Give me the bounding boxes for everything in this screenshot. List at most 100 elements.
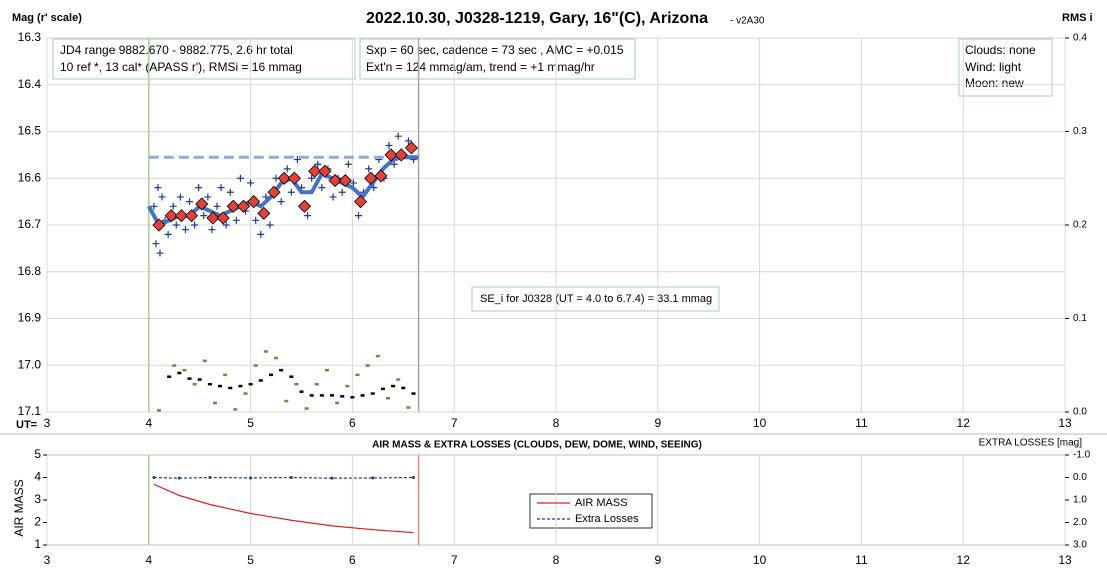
measurement xyxy=(308,174,316,182)
y2-tick-label: 0.4 xyxy=(1073,33,1087,44)
binned-mean xyxy=(174,209,188,223)
rms-point xyxy=(218,384,223,388)
rms-point xyxy=(289,375,294,378)
annotation: Moon: new xyxy=(965,76,1024,90)
rms-point xyxy=(365,364,370,367)
measurement xyxy=(200,212,208,220)
y-tick-label: 16.8 xyxy=(18,264,42,278)
legend-label: Extra Losses xyxy=(575,513,639,525)
x-tick-label: 9 xyxy=(654,553,661,567)
rms-point xyxy=(391,384,396,388)
rms-point xyxy=(187,377,192,380)
binned-mean xyxy=(267,185,281,199)
point xyxy=(152,476,156,479)
binned-mean xyxy=(318,164,332,178)
x-tick-label: 10 xyxy=(753,553,767,567)
rms-point xyxy=(411,392,416,395)
rms-point xyxy=(279,368,284,372)
y2-tick-label: 0.0 xyxy=(1073,407,1087,418)
rms-point xyxy=(355,373,360,377)
x-tick-label: 7 xyxy=(451,416,458,430)
annotation: JD4 range 9882.670 - 9882.775, 2.6 hr to… xyxy=(60,43,293,57)
y2-tick-label: 0.3 xyxy=(1073,126,1087,137)
annotation: Clouds: none xyxy=(965,43,1036,57)
y-tick-label: 17.1 xyxy=(18,404,42,418)
measurement xyxy=(213,202,221,210)
binned-mean xyxy=(404,141,419,155)
y2-tick-label: 0.2 xyxy=(1073,220,1087,231)
rms-point xyxy=(335,401,340,405)
measurement xyxy=(176,193,184,201)
rms-point xyxy=(268,373,273,377)
point xyxy=(371,476,375,480)
measurement xyxy=(181,226,189,234)
x-tick-label: 11 xyxy=(855,553,868,567)
rms-point xyxy=(375,354,380,358)
rms-point xyxy=(274,356,279,360)
x-tick-label: 8 xyxy=(553,416,560,430)
measurement xyxy=(186,198,194,206)
binned-mean xyxy=(236,199,251,213)
measurement xyxy=(222,221,230,229)
measurement xyxy=(318,184,326,192)
y-tick-label: 16.9 xyxy=(18,311,42,325)
annotation-box xyxy=(471,286,720,312)
rms-point xyxy=(172,364,177,367)
measurement xyxy=(154,184,162,192)
x-tick-label: 6 xyxy=(349,553,356,567)
y-tick-label: 5 xyxy=(34,447,41,461)
chart-title: 2022.10.30, J0328-1219, Gary, 16"(C), Ar… xyxy=(366,10,708,27)
measurement xyxy=(247,179,255,187)
x-tick-label: 10 xyxy=(753,416,767,430)
measurement xyxy=(287,188,295,196)
binned-mean xyxy=(164,209,178,223)
annotation: Wind: light xyxy=(965,60,1022,74)
binned-mean xyxy=(226,199,240,213)
y-tick-label: 16.3 xyxy=(18,30,42,44)
rms-point xyxy=(182,368,187,372)
chart-title: AIR MASS & EXTRA LOSSES (CLOUDS, DEW, DO… xyxy=(372,440,702,451)
rms-point xyxy=(258,379,263,382)
x-tick-label: 6 xyxy=(349,416,356,430)
measurement xyxy=(204,193,212,201)
y-tick-label: 16.6 xyxy=(18,170,42,184)
annotation: 10 ref *, 13 cal* (APASS r'), RMSi = 16 … xyxy=(60,60,302,74)
binned-mean xyxy=(297,199,312,213)
x-tick-label: 3 xyxy=(44,416,51,430)
annotation: SE_i for J0328 (UT = 4.0 to 6.7.4) = 33.… xyxy=(480,293,712,305)
legend xyxy=(529,493,653,529)
rms-point xyxy=(167,375,172,378)
measurement xyxy=(156,249,164,257)
rms-point xyxy=(406,406,411,409)
binned-mean xyxy=(384,148,398,162)
rms-point xyxy=(284,399,289,403)
x-tick-label: 9 xyxy=(654,416,661,430)
rms-point xyxy=(345,384,350,388)
measurement xyxy=(349,179,357,187)
measurement xyxy=(314,160,322,168)
measurement xyxy=(329,193,337,201)
measurement xyxy=(158,193,166,201)
measurement xyxy=(226,188,234,196)
y-tick-label: 16.5 xyxy=(18,124,42,138)
annotation-box xyxy=(52,38,356,80)
series-line xyxy=(153,476,414,479)
x-tick-label: 13 xyxy=(1058,553,1072,567)
x-tick-label: 13 xyxy=(1058,416,1072,430)
rms-point xyxy=(207,382,212,386)
x-axis-label: UT= xyxy=(16,419,37,431)
rms-point xyxy=(370,392,375,395)
y2-tick-label: -1.0 xyxy=(1073,450,1091,461)
measurement xyxy=(164,230,172,238)
x-tick-label: 8 xyxy=(553,553,560,567)
binned-mean xyxy=(338,174,352,188)
rms-point xyxy=(380,387,385,391)
rms-point xyxy=(340,395,345,398)
binned-mean xyxy=(374,169,388,183)
measurement xyxy=(232,216,240,224)
rms-point xyxy=(330,394,335,397)
x-tick-label: 4 xyxy=(145,553,152,567)
x-tick-label: 4 xyxy=(145,416,152,430)
measurement xyxy=(152,240,160,248)
